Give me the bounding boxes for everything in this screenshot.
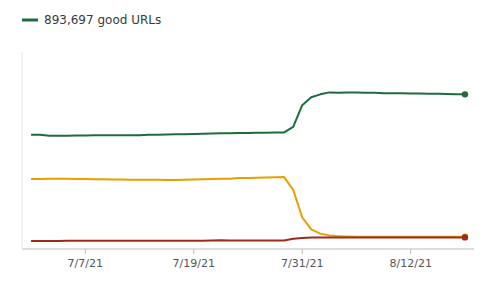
x-tick [85,249,86,254]
x-tick-label: 7/31/21 [281,257,323,270]
series-line [31,237,465,241]
legend-label: 893,697 good URLs [44,13,161,27]
x-tick [193,249,194,254]
series-line [31,92,465,135]
x-tick-label: 8/12/21 [390,257,432,270]
chart: 7/7/21 7/19/21 7/31/21 8/12/21 893,697 good … [0,0,490,291]
legend-swatch [22,19,38,22]
x-tick-label: 7/19/21 [173,257,215,270]
legend-item: 893,697 good URLs [22,13,161,27]
x-tick-label: 7/7/21 [68,257,103,270]
end-point [462,234,468,240]
end-point [462,234,468,240]
x-tick [410,249,411,254]
end-point [462,91,468,97]
y-axis [22,52,23,249]
series-line [31,177,465,237]
x-axis [22,249,474,250]
plot-area [31,91,468,241]
x-tick [302,249,303,254]
